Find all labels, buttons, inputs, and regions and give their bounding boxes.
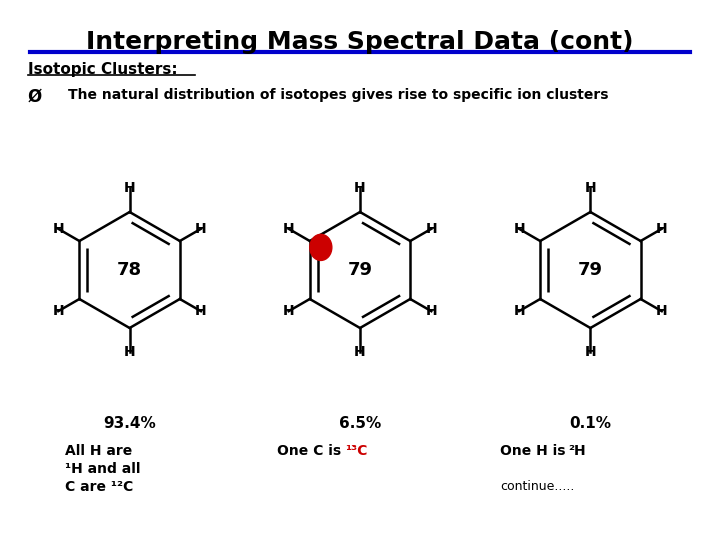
Text: Isotopic Clusters:: Isotopic Clusters: bbox=[28, 62, 178, 77]
Text: H: H bbox=[283, 222, 294, 236]
Text: One H is: One H is bbox=[500, 444, 571, 458]
Text: One C is: One C is bbox=[277, 444, 346, 458]
Text: H: H bbox=[283, 304, 294, 318]
Text: 78: 78 bbox=[117, 261, 142, 279]
Text: 6.5%: 6.5% bbox=[339, 416, 381, 431]
Text: ²H: ²H bbox=[568, 444, 586, 458]
Text: continue.....: continue..... bbox=[500, 480, 575, 493]
Text: H: H bbox=[354, 181, 366, 194]
Text: H: H bbox=[354, 346, 366, 359]
Text: Ø: Ø bbox=[28, 88, 42, 106]
Text: Interpreting Mass Spectral Data (cont): Interpreting Mass Spectral Data (cont) bbox=[86, 30, 634, 54]
Text: H: H bbox=[426, 222, 437, 236]
Text: H: H bbox=[426, 304, 437, 318]
Text: H: H bbox=[124, 346, 135, 359]
Text: H: H bbox=[513, 222, 525, 236]
Text: H: H bbox=[513, 304, 525, 318]
Text: H: H bbox=[656, 304, 667, 318]
Text: ¹H and all: ¹H and all bbox=[65, 462, 140, 476]
Text: H: H bbox=[195, 222, 207, 236]
Text: ¹³C: ¹³C bbox=[345, 444, 368, 458]
Text: H: H bbox=[585, 346, 596, 359]
Text: The natural distribution of isotopes gives rise to specific ion clusters: The natural distribution of isotopes giv… bbox=[68, 88, 608, 102]
Text: 79: 79 bbox=[578, 261, 603, 279]
Text: H: H bbox=[53, 304, 64, 318]
Text: 93.4%: 93.4% bbox=[103, 416, 156, 431]
Text: 0.1%: 0.1% bbox=[570, 416, 611, 431]
Text: H: H bbox=[195, 304, 207, 318]
Text: H: H bbox=[53, 222, 64, 236]
Text: C are ¹²C: C are ¹²C bbox=[65, 480, 133, 494]
Text: 79: 79 bbox=[348, 261, 372, 279]
Ellipse shape bbox=[310, 234, 332, 260]
Text: H: H bbox=[585, 181, 596, 194]
Text: H: H bbox=[124, 181, 135, 194]
Text: All H are: All H are bbox=[65, 444, 132, 458]
Text: H: H bbox=[656, 222, 667, 236]
